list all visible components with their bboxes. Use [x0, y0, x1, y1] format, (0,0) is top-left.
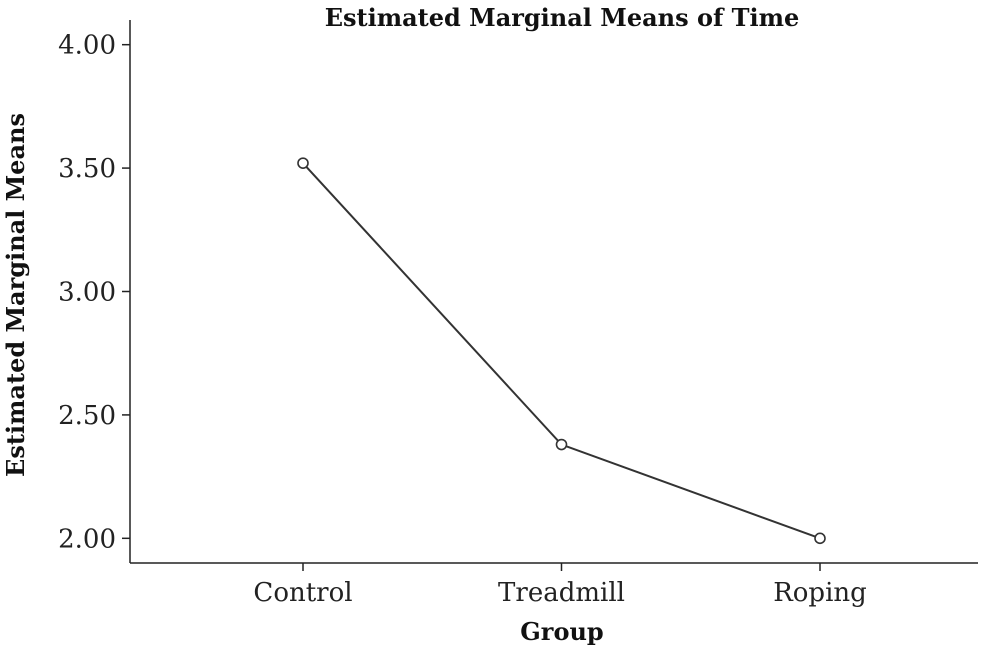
y-tick-label: 3.00 [58, 278, 116, 308]
y-axis: 2.00 2.50 3.00 3.50 4.00 [58, 20, 131, 563]
x-axis-title: Group [520, 617, 603, 646]
y-tick-label: 2.00 [58, 524, 116, 554]
x-tick-label: Roping [773, 578, 867, 608]
y-tick-label: 2.50 [58, 401, 116, 431]
chart-title: Estimated Marginal Means of Time [325, 3, 800, 32]
data-point [814, 532, 826, 545]
data-point [297, 157, 309, 169]
data-point [555, 438, 568, 451]
y-tick-label: 4.00 [58, 31, 116, 61]
series [297, 157, 826, 545]
y-axis-title: Estimated Marginal Means [1, 113, 30, 477]
x-axis: Control Treadmill Roping [130, 562, 978, 608]
series-line [302, 162, 821, 540]
y-tick-label: 3.50 [58, 154, 116, 184]
x-tick-label: Treadmill [498, 578, 625, 608]
x-tick-label: Control [253, 578, 352, 608]
